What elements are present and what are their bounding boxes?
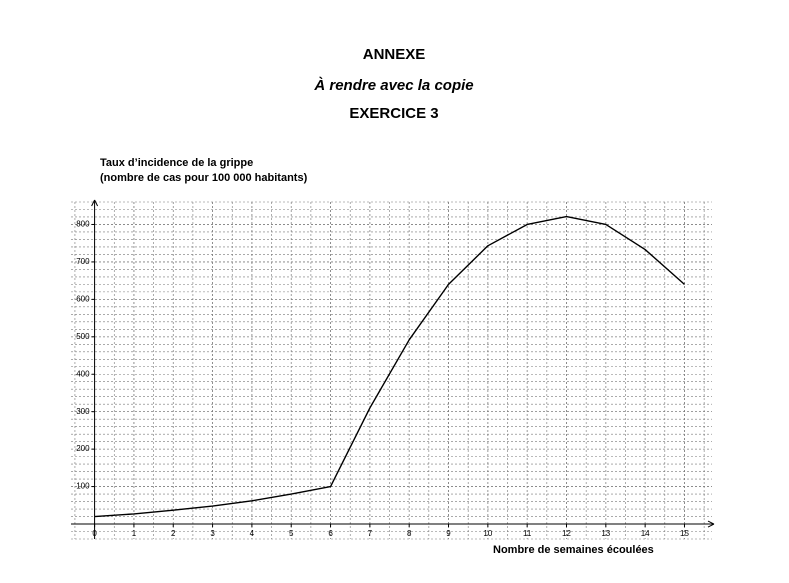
x-tick-label: 5 <box>289 529 294 538</box>
subtitle: À rendre avec la copie <box>313 77 473 94</box>
x-axis-arrow <box>707 520 715 528</box>
y-tick-label: 600 <box>76 294 90 303</box>
x-tick-label: 11 <box>523 529 532 538</box>
x-tick-label: 12 <box>562 529 571 538</box>
x-tick-label: 6 <box>328 529 333 538</box>
y-tick-label: 200 <box>76 444 90 453</box>
x-axis-label: Nombre de semaines écoulées <box>493 544 654 556</box>
y-axis-label: (nombre de cas pour 100 000 habitants) <box>100 172 308 184</box>
x-tick-label: 4 <box>250 529 255 538</box>
x-tick-label: 15 <box>680 529 689 538</box>
x-tick-label: 14 <box>641 529 650 538</box>
y-tick-label: 700 <box>76 257 90 266</box>
x-tick-label: 2 <box>171 529 176 538</box>
y-axis-arrow <box>91 199 99 207</box>
x-tick-label: 9 <box>446 529 451 538</box>
y-tick-label: 500 <box>76 332 90 341</box>
x-tick-label: 7 <box>368 529 373 538</box>
y-tick-label: 300 <box>76 407 90 416</box>
line-series <box>94 215 685 518</box>
x-tick-label: 3 <box>210 529 215 538</box>
y-axis-label: Taux d’incidence de la grippe <box>100 157 253 169</box>
y-tick-label: 400 <box>76 369 90 378</box>
title: ANNEXE <box>363 46 426 63</box>
x-tick-label: 13 <box>601 529 610 538</box>
x-tick-label: 8 <box>407 529 412 538</box>
x-tick-label: 10 <box>483 529 492 538</box>
y-tick-label: 800 <box>76 220 90 229</box>
exercise: EXERCICE 3 <box>349 105 438 122</box>
y-tick-label: 100 <box>76 482 90 491</box>
x-tick-label: 1 <box>132 529 137 538</box>
